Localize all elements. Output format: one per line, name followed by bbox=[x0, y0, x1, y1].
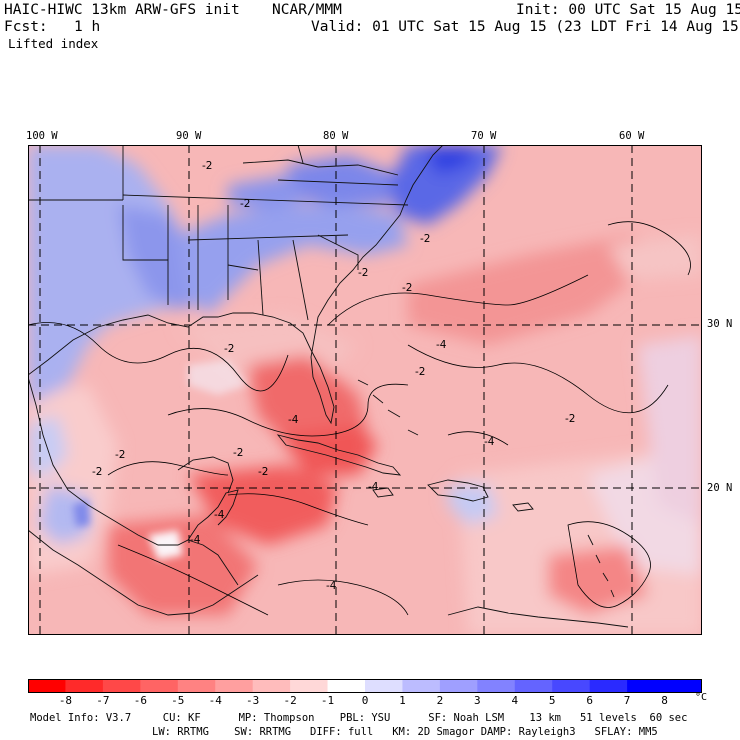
colorbar-tick-label: 8 bbox=[661, 694, 668, 707]
contour-label: -4 bbox=[190, 534, 201, 546]
contour-label: -2 bbox=[92, 466, 102, 478]
lon-label-90w: 90 W bbox=[176, 130, 202, 142]
colorbar-cell bbox=[177, 679, 216, 693]
contour-labels: -2 -2 -2 -2 -2 -2 -2 -2 -4 -2 -2 -4 -4 -… bbox=[92, 160, 575, 592]
organization: NCAR/MMM bbox=[272, 2, 342, 18]
colorbar-tick-label: 1 bbox=[399, 694, 406, 707]
colorbar-cell bbox=[140, 679, 179, 693]
contour-label: -4 bbox=[288, 414, 299, 426]
colorbar-tick-label: 6 bbox=[586, 694, 593, 707]
contour-label: -2 bbox=[358, 267, 368, 279]
colorbar-cell bbox=[365, 679, 403, 693]
coastlines bbox=[28, 145, 629, 628]
contour-label: -2 bbox=[402, 282, 412, 294]
valid-time: Valid: 01 UTC Sat 15 Aug 15 (23 LDT Fri … bbox=[311, 19, 740, 35]
forecast-label: Fcst: bbox=[4, 19, 48, 35]
model-info-line2: LW: RRTMG SW: RRTMG DIFF: full KM: 2D Sm… bbox=[152, 726, 658, 738]
colorbar-cell bbox=[65, 679, 104, 693]
contour-label: -2 bbox=[224, 343, 234, 355]
colorbar-cell bbox=[477, 679, 516, 693]
colorbar-tick-label: -5 bbox=[171, 694, 185, 707]
colorbar-tick-label: -7 bbox=[96, 694, 110, 707]
colorbar-cell bbox=[514, 679, 553, 693]
contour-label: -4 bbox=[326, 580, 337, 592]
colorbar-cell bbox=[102, 679, 141, 693]
contour-lines bbox=[28, 221, 691, 616]
contour-label: -2 bbox=[233, 447, 243, 459]
lon-label-100w: 100 W bbox=[26, 130, 58, 142]
colorbar-cell bbox=[215, 679, 254, 693]
lat-lon-grid bbox=[28, 145, 702, 635]
contour-label: -4 bbox=[484, 436, 495, 448]
lon-label-60w: 60 W bbox=[619, 130, 645, 142]
contour-label: -2 bbox=[258, 466, 268, 478]
contour-label: -2 bbox=[240, 198, 250, 210]
colorbar-tick-label: 4 bbox=[511, 694, 519, 707]
colorbar-tick-label: 3 bbox=[474, 694, 481, 707]
colorbar-cell bbox=[290, 679, 329, 693]
contour-label: -4 bbox=[214, 509, 225, 521]
colorbar-cell bbox=[28, 679, 66, 693]
colorbar-cell bbox=[327, 679, 366, 693]
contour-label: -4 bbox=[436, 339, 447, 351]
lat-label-30n: 30 N bbox=[707, 318, 733, 330]
colorbar-tick-label: -8 bbox=[58, 694, 73, 707]
colorbar-tick-label: 0 bbox=[361, 694, 369, 707]
contour-label: -2 bbox=[115, 449, 125, 461]
colorbar-tick-label: -2 bbox=[283, 694, 297, 707]
colorbar-cell bbox=[627, 679, 666, 693]
colorbar-tick-label: 2 bbox=[436, 694, 444, 707]
field-name: Lifted index bbox=[8, 36, 99, 51]
contour-label: -4 bbox=[368, 481, 379, 493]
colorbar-tick-label: -4 bbox=[208, 694, 222, 707]
colorbar-tick-label: 5 bbox=[548, 694, 556, 707]
model-info-line1: Model Info: V3.7 CU: KF MP: Thompson PBL… bbox=[30, 712, 688, 724]
colorbar-cell bbox=[252, 679, 291, 693]
model-title: HAIC-HIWC 13km ARW-GFS init bbox=[4, 2, 240, 18]
forecast-hour: 1 h bbox=[74, 19, 101, 35]
colorbar-tick-label: -3 bbox=[246, 694, 260, 707]
map-frame bbox=[28, 145, 702, 635]
contour-label: -2 bbox=[565, 413, 575, 425]
lon-label-70w: 70 W bbox=[471, 130, 497, 142]
lifted-index-map: -2 -2 -2 -2 -2 -2 -2 -2 -4 -2 -2 -4 -4 -… bbox=[28, 145, 702, 635]
contour-label: -2 bbox=[420, 233, 430, 245]
colorbar-cell bbox=[589, 679, 628, 693]
lon-label-80w: 80 W bbox=[323, 130, 349, 142]
colorbar-tick-label: -1 bbox=[320, 694, 335, 707]
colorbar-cell bbox=[402, 679, 441, 693]
contour-label: -2 bbox=[415, 366, 425, 378]
colorbar-tick-label: 7 bbox=[623, 694, 631, 707]
init-time: Init: 00 UTC Sat 15 Aug 15 bbox=[516, 2, 740, 18]
colorbar-tick-label: -6 bbox=[133, 694, 147, 707]
contour-label: -2 bbox=[202, 160, 212, 172]
lat-label-20n: 20 N bbox=[707, 482, 733, 494]
colorbar-unit: °C bbox=[695, 692, 708, 703]
colorbar bbox=[28, 679, 702, 693]
colorbar-cell bbox=[439, 679, 478, 693]
colorbar-cell bbox=[552, 679, 591, 693]
colorbar-cell bbox=[664, 679, 702, 693]
